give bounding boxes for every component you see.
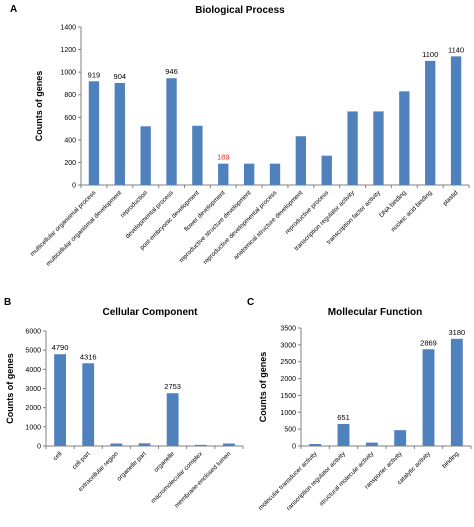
bar xyxy=(140,126,151,185)
data-label: 189 xyxy=(217,153,230,162)
y-tick-label: 1000 xyxy=(280,410,296,417)
y-tick-label: 1200 xyxy=(60,47,76,54)
y-tick-label: 3000 xyxy=(25,386,41,393)
y-tick-label: 600 xyxy=(64,115,76,122)
x-category-label: cell xyxy=(52,450,64,462)
y-tick-label: 3500 xyxy=(280,326,296,333)
y-axis-label: Counts of genes xyxy=(34,71,44,142)
data-label: 2753 xyxy=(164,382,181,391)
bar xyxy=(166,78,177,185)
y-tick-label: 3000 xyxy=(280,342,296,349)
bar xyxy=(194,444,207,446)
bar xyxy=(394,430,407,446)
bar xyxy=(110,443,123,446)
bar xyxy=(138,443,151,446)
bar xyxy=(88,81,100,185)
y-tick-label: 5000 xyxy=(25,348,41,355)
y-tick-label: 0 xyxy=(292,444,296,451)
y-tick-label: 0 xyxy=(37,444,41,451)
data-label: 1100 xyxy=(422,50,438,59)
data-label: 1140 xyxy=(448,45,464,54)
bar xyxy=(218,163,229,185)
data-label: 4790 xyxy=(52,343,69,352)
bar xyxy=(422,349,435,446)
data-label: 919 xyxy=(88,70,101,79)
bar xyxy=(82,363,95,446)
bar xyxy=(373,111,384,185)
bar xyxy=(425,60,436,185)
bar xyxy=(365,442,378,446)
data-label: 904 xyxy=(114,72,127,81)
bar xyxy=(295,136,307,185)
y-tick-label: 6000 xyxy=(25,329,41,336)
y-tick-label: 1400 xyxy=(60,25,76,32)
panel-letter-a: A xyxy=(10,4,18,15)
bar xyxy=(337,424,350,446)
data-label: 4316 xyxy=(80,352,97,361)
bar xyxy=(223,443,235,446)
chart-title-b: Cellular Component xyxy=(102,307,198,318)
x-category-label: molecular transducer activity xyxy=(257,450,319,512)
y-tick-label: 4000 xyxy=(25,367,41,374)
bar xyxy=(243,163,255,185)
chart-title-c: Mollecular Function xyxy=(327,307,423,318)
data-label: 651 xyxy=(337,413,350,422)
y-tick-label: 0 xyxy=(72,183,76,190)
x-category-label: ranscription regulator activity xyxy=(285,450,347,512)
y-axis-label: Counts of genes xyxy=(258,352,268,423)
bar xyxy=(54,354,66,446)
y-tick-label: 1000 xyxy=(25,424,41,431)
y-tick-label: 400 xyxy=(64,137,76,144)
bar xyxy=(450,338,463,446)
bar xyxy=(166,393,179,446)
chart-title-a: Biological Process xyxy=(195,5,285,16)
data-label: 2869 xyxy=(420,338,437,347)
y-tick-label: 2000 xyxy=(280,376,296,383)
y-tick-label: 500 xyxy=(284,427,296,434)
x-category-label: binding xyxy=(441,450,461,470)
y-tick-label: 2500 xyxy=(280,359,296,366)
data-label: 3180 xyxy=(448,328,465,337)
y-tick-label: 1500 xyxy=(280,393,296,400)
bar xyxy=(321,155,332,185)
x-category-label: structural molecule activity xyxy=(318,450,376,508)
bar xyxy=(309,443,322,446)
bar xyxy=(269,163,281,185)
y-axis-label: Counts of genes xyxy=(5,353,15,424)
data-label: 946 xyxy=(165,67,178,76)
y-tick-label: 800 xyxy=(64,92,76,99)
bar xyxy=(450,56,462,185)
bar xyxy=(114,82,125,185)
y-tick-label: 2000 xyxy=(25,405,41,412)
y-tick-label: 1000 xyxy=(60,70,76,77)
panel-letter-c: C xyxy=(247,297,255,308)
panel-letter-b: B xyxy=(4,297,12,308)
bar xyxy=(347,111,358,185)
bar xyxy=(399,91,410,185)
y-tick-label: 200 xyxy=(64,160,76,167)
bar xyxy=(192,125,203,185)
